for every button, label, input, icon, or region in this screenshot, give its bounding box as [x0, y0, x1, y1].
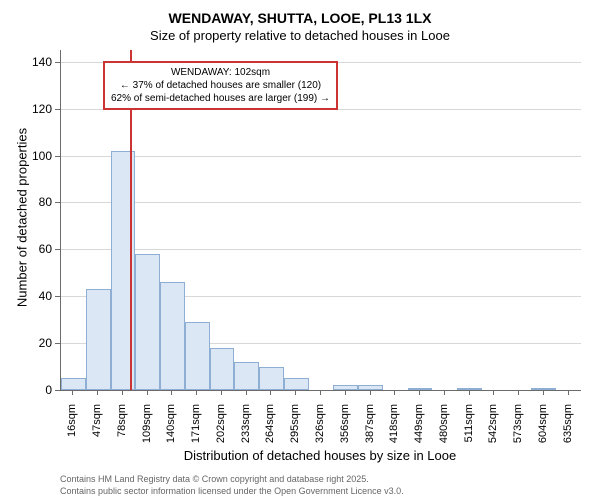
y-tick-mark — [55, 296, 60, 297]
histogram-bar — [531, 388, 556, 390]
y-tick-mark — [55, 390, 60, 391]
histogram-bar — [160, 282, 185, 390]
x-tick-mark — [394, 390, 395, 395]
x-tick-mark — [122, 390, 123, 395]
chart-title-main: WENDAWAY, SHUTTA, LOOE, PL13 1LX — [0, 10, 600, 26]
grid-line — [61, 156, 581, 157]
x-tick-label: 387sqm — [364, 404, 376, 454]
x-tick-mark — [97, 390, 98, 395]
y-tick-label: 40 — [20, 289, 52, 303]
histogram-bar — [185, 322, 210, 390]
x-tick-mark — [72, 390, 73, 395]
x-tick-mark — [171, 390, 172, 395]
histogram-bar — [358, 385, 383, 390]
x-tick-mark — [246, 390, 247, 395]
x-tick-mark — [147, 390, 148, 395]
y-tick-label: 0 — [20, 383, 52, 397]
x-tick-label: 356sqm — [339, 404, 351, 454]
x-tick-mark — [196, 390, 197, 395]
info-line-3: 62% of semi-detached houses are larger (… — [111, 92, 330, 105]
footer-line-1: Contains HM Land Registry data © Crown c… — [60, 474, 369, 484]
x-tick-label: 480sqm — [438, 404, 450, 454]
y-tick-label: 80 — [20, 195, 52, 209]
x-tick-label: 418sqm — [388, 404, 400, 454]
x-tick-label: 604sqm — [537, 404, 549, 454]
y-tick-label: 20 — [20, 336, 52, 350]
x-tick-label: 264sqm — [264, 404, 276, 454]
chart-title-sub: Size of property relative to detached ho… — [0, 28, 600, 43]
x-tick-label: 140sqm — [165, 404, 177, 454]
y-tick-label: 100 — [20, 149, 52, 163]
x-tick-mark — [221, 390, 222, 395]
x-tick-label: 233sqm — [240, 404, 252, 454]
grid-line — [61, 202, 581, 203]
y-tick-mark — [55, 343, 60, 344]
info-line-1: WENDAWAY: 102sqm — [111, 66, 330, 79]
y-tick-mark — [55, 62, 60, 63]
histogram-bar — [135, 254, 160, 390]
x-tick-label: 202sqm — [215, 404, 227, 454]
x-tick-mark — [444, 390, 445, 395]
histogram-bar — [284, 378, 309, 390]
x-tick-label: 171sqm — [190, 404, 202, 454]
x-tick-label: 573sqm — [512, 404, 524, 454]
x-tick-label: 78sqm — [116, 404, 128, 454]
x-tick-mark — [419, 390, 420, 395]
y-tick-mark — [55, 202, 60, 203]
x-tick-label: 109sqm — [141, 404, 153, 454]
x-tick-label: 449sqm — [413, 404, 425, 454]
x-tick-mark — [345, 390, 346, 395]
marker-info-box: WENDAWAY: 102sqm ← 37% of detached house… — [103, 61, 338, 110]
x-tick-mark — [370, 390, 371, 395]
histogram-bar — [234, 362, 259, 390]
x-tick-mark — [493, 390, 494, 395]
footer-line-2: Contains public sector information licen… — [60, 486, 404, 496]
x-tick-mark — [320, 390, 321, 395]
x-tick-label: 16sqm — [66, 404, 78, 454]
x-tick-mark — [469, 390, 470, 395]
x-tick-label: 542sqm — [487, 404, 499, 454]
x-tick-mark — [543, 390, 544, 395]
histogram-bar — [210, 348, 235, 390]
histogram-bar — [61, 378, 86, 390]
x-tick-label: 326sqm — [314, 404, 326, 454]
histogram-bar — [333, 385, 358, 390]
chart-container: WENDAWAY, SHUTTA, LOOE, PL13 1LX Size of… — [0, 0, 600, 500]
x-tick-mark — [568, 390, 569, 395]
x-tick-label: 511sqm — [463, 404, 475, 454]
histogram-bar — [259, 367, 284, 390]
x-tick-label: 47sqm — [91, 404, 103, 454]
grid-line — [61, 249, 581, 250]
y-tick-mark — [55, 249, 60, 250]
histogram-bar — [457, 388, 482, 390]
x-tick-mark — [270, 390, 271, 395]
y-tick-mark — [55, 156, 60, 157]
x-tick-label: 635sqm — [562, 404, 574, 454]
x-tick-mark — [518, 390, 519, 395]
histogram-bar — [86, 289, 111, 390]
y-tick-label: 120 — [20, 102, 52, 116]
y-tick-label: 60 — [20, 242, 52, 256]
y-tick-mark — [55, 109, 60, 110]
y-tick-label: 140 — [20, 55, 52, 69]
x-tick-mark — [295, 390, 296, 395]
x-tick-label: 295sqm — [289, 404, 301, 454]
info-line-2: ← 37% of detached houses are smaller (12… — [111, 79, 330, 92]
